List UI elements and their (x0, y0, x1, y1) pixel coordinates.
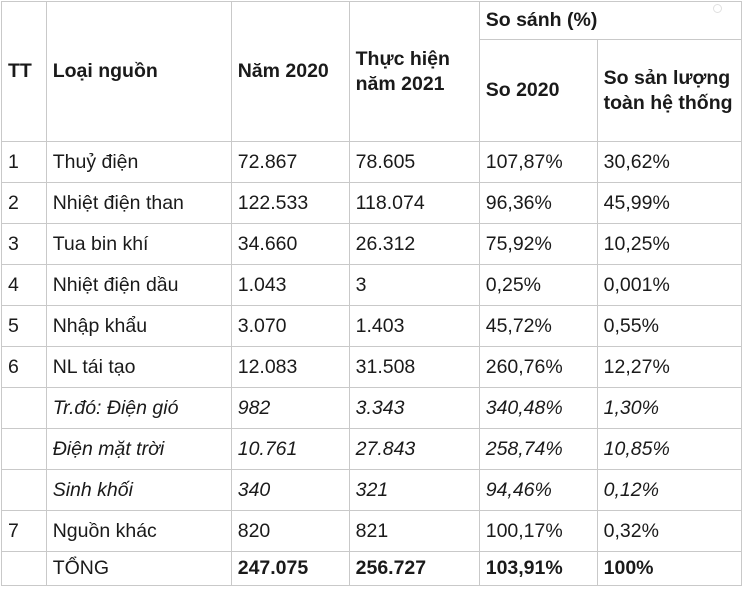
row-value-2021: 27.843 (348, 428, 480, 470)
header-actual-2021: Thực hiện năm 2021 (348, 1, 480, 142)
header-source-type: Loại nguồn (45, 1, 232, 142)
row-source-name: Nguồn khác (45, 510, 232, 552)
row-vs-2020: 94,46% (478, 469, 598, 511)
header-year-2020: Năm 2020 (230, 1, 350, 142)
total-value-2020: 247.075 (230, 551, 350, 586)
row-source-name: Thuỷ điện (45, 141, 232, 183)
row-tt: 7 (1, 510, 47, 552)
row-value-2021: 321 (348, 469, 480, 511)
total-value-2021: 256.727 (348, 551, 480, 586)
row-system-share: 10,25% (596, 223, 743, 265)
row-source-name: Tua bin khí (45, 223, 232, 265)
row-tt: 2 (1, 182, 47, 224)
row-value-2020: 12.083 (230, 346, 350, 388)
row-value-2020: 340 (230, 469, 350, 511)
row-tt (1, 387, 47, 429)
row-value-2020: 72.867 (230, 141, 350, 183)
row-value-2021: 26.312 (348, 223, 480, 265)
row-system-share: 0,55% (596, 305, 743, 347)
row-value-2021: 3 (348, 264, 480, 306)
row-source-name: Tr.đó: Điện gió (45, 387, 232, 429)
row-system-share: 45,99% (596, 182, 743, 224)
row-value-2021: 78.605 (348, 141, 480, 183)
table-row: 1 Thuỷ điện 72.867 78.605 107,87% 30,62% (1, 141, 743, 183)
row-tt: 4 (1, 264, 47, 306)
row-system-share: 12,27% (596, 346, 743, 388)
row-value-2021: 31.508 (348, 346, 480, 388)
row-vs-2020: 100,17% (478, 510, 598, 552)
row-vs-2020: 45,72% (478, 305, 598, 347)
table-row: Sinh khối 340 321 94,46% 0,12% (1, 469, 743, 511)
row-vs-2020: 0,25% (478, 264, 598, 306)
table-row: Điện mặt trời 10.761 27.843 258,74% 10,85% (1, 428, 743, 470)
total-row: TỔNG 247.075 256.727 103,91% 100% (1, 551, 743, 586)
row-source-name: Điện mặt trời (45, 428, 232, 470)
row-vs-2020: 107,87% (478, 141, 598, 183)
row-vs-2020: 258,74% (478, 428, 598, 470)
row-tt (1, 469, 47, 511)
row-source-name: Nhiệt điện dầu (45, 264, 232, 306)
row-tt (1, 428, 47, 470)
row-tt: 1 (1, 141, 47, 183)
row-source-name: Sinh khối (45, 469, 232, 511)
table-row: 6 NL tái tạo 12.083 31.508 260,76% 12,27% (1, 346, 743, 388)
row-system-share: 1,30% (596, 387, 743, 429)
row-vs-2020: 340,48% (478, 387, 598, 429)
row-source-name: Nhiệt điện than (45, 182, 232, 224)
row-system-share: 0,001% (596, 264, 743, 306)
table-row: 4 Nhiệt điện dầu 1.043 3 0,25% 0,001% (1, 264, 743, 306)
header-tt: TT (1, 1, 47, 142)
row-value-2021: 3.343 (348, 387, 480, 429)
row-vs-2020: 75,92% (478, 223, 598, 265)
row-value-2020: 3.070 (230, 305, 350, 347)
table-row: 7 Nguồn khác 820 821 100,17% 0,32% (1, 510, 743, 552)
row-value-2020: 34.660 (230, 223, 350, 265)
row-tt: 6 (1, 346, 47, 388)
table-row: 2 Nhiệt điện than 122.533 118.074 96,36% 45,9… (1, 182, 743, 224)
row-tt: 3 (1, 223, 47, 265)
row-system-share: 30,62% (596, 141, 743, 183)
row-value-2020: 1.043 (230, 264, 350, 306)
row-value-2021: 118.074 (348, 182, 480, 224)
row-value-2020: 982 (230, 387, 350, 429)
row-source-name: Nhập khẩu (45, 305, 232, 347)
row-system-share: 0,32% (596, 510, 743, 552)
row-value-2020: 10.761 (230, 428, 350, 470)
row-value-2021: 1.403 (348, 305, 480, 347)
table-row: 3 Tua bin khí 34.660 26.312 75,92% 10,25% (1, 223, 743, 265)
table-row: Tr.đó: Điện gió 982 3.343 340,48% 1,30% (1, 387, 743, 429)
header-system-share: So sản lượng toàn hệ thống (596, 39, 743, 142)
total-system-share: 100% (596, 551, 743, 586)
row-vs-2020: 260,76% (478, 346, 598, 388)
table-row: 5 Nhập khẩu 3.070 1.403 45,72% 0,55% (1, 305, 743, 347)
row-value-2020: 820 (230, 510, 350, 552)
row-system-share: 0,12% (596, 469, 743, 511)
row-value-2021: 821 (348, 510, 480, 552)
header-vs-2020: So 2020 (478, 39, 598, 142)
row-vs-2020: 96,36% (478, 182, 598, 224)
header-comparison: So sánh (%) (478, 1, 743, 40)
row-source-name: NL tái tạo (45, 346, 232, 388)
total-label: TỔNG (45, 551, 232, 586)
total-vs-2020: 103,91% (478, 551, 598, 586)
total-tt (1, 551, 47, 586)
row-tt: 5 (1, 305, 47, 347)
row-system-share: 10,85% (596, 428, 743, 470)
row-value-2020: 122.533 (230, 182, 350, 224)
